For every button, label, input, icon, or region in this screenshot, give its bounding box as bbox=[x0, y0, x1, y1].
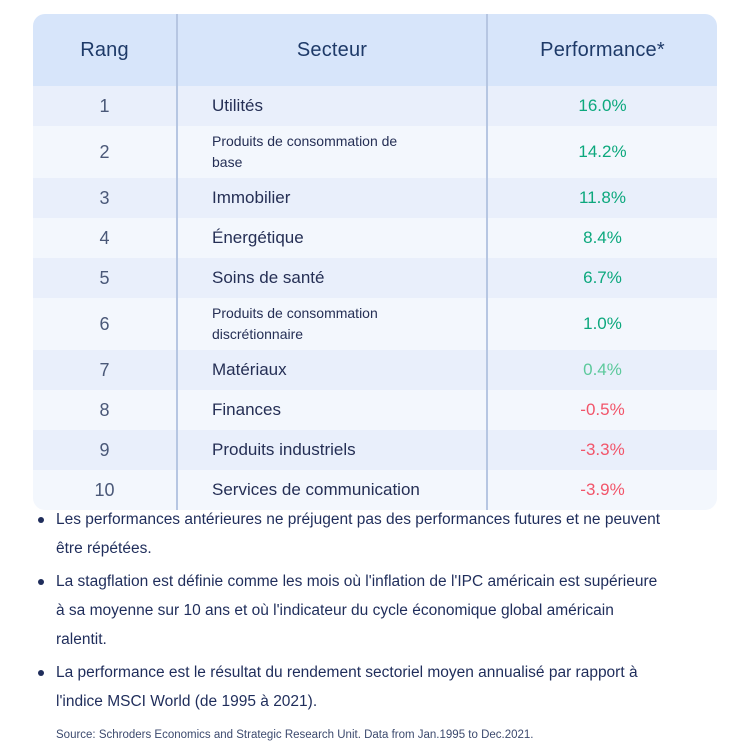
performance-table: Rang Secteur Performance* 1 Utilités 16.… bbox=[33, 14, 717, 510]
note-text: La performance est le résultat du rendem… bbox=[56, 664, 638, 711]
rank-cell: 10 bbox=[94, 479, 115, 500]
table-row: 6 Produits de consommation discrétionnai… bbox=[33, 298, 717, 350]
bullet-icon bbox=[38, 517, 44, 523]
sector-cell: Produits de consommation discrétionnaire bbox=[176, 298, 486, 350]
rank-cell: 1 bbox=[99, 95, 110, 116]
table-row: 3 Immobilier 11.8% bbox=[33, 178, 717, 218]
table-row: 7 Matériaux 0.4% bbox=[33, 350, 717, 390]
performance-cell: 11.8% bbox=[486, 178, 717, 218]
table-row: 8 Finances -0.5% bbox=[33, 390, 717, 430]
sector-cell: Produits industriels bbox=[176, 430, 486, 470]
performance-cell: -3.9% bbox=[486, 470, 717, 510]
rank-cell: 5 bbox=[99, 267, 110, 288]
table-row: 9 Produits industriels -3.3% bbox=[33, 430, 717, 470]
rank-cell: 2 bbox=[99, 141, 110, 162]
sector-cell: Utilités bbox=[176, 86, 486, 126]
footnotes: Les performances antérieures ne préjugen… bbox=[38, 506, 730, 741]
sector-cell: Énergétique bbox=[176, 218, 486, 258]
header-cell-performance: Performance* bbox=[486, 14, 717, 86]
source-text: Source: Schroders Economics and Strategi… bbox=[56, 728, 534, 741]
header-cell-rang: Rang bbox=[80, 38, 129, 61]
bullet-icon bbox=[38, 670, 44, 677]
note-item: La performance est le résultat du rendem… bbox=[38, 659, 730, 716]
table-row: 4 Énergétique 8.4% bbox=[33, 218, 717, 258]
note-item: Les performances antérieures ne préjugen… bbox=[38, 506, 730, 563]
note-text: Les performances antérieures ne préjugen… bbox=[56, 511, 661, 557]
note-item: La stagflation est définie comme les moi… bbox=[38, 568, 730, 654]
table-body: 1 Utilités 16.0% 2 Produits de consommat… bbox=[33, 86, 717, 510]
sector-cell: Finances bbox=[176, 390, 486, 430]
performance-cell: 6.7% bbox=[486, 258, 717, 298]
performance-cell: -0.5% bbox=[486, 390, 717, 430]
rank-cell: 8 bbox=[99, 399, 110, 420]
table-row: 1 Utilités 16.0% bbox=[33, 86, 717, 126]
bullet-icon bbox=[38, 579, 44, 586]
rank-cell: 7 bbox=[99, 359, 110, 380]
sector-cell: Soins de santé bbox=[176, 258, 486, 298]
performance-cell: 8.4% bbox=[486, 218, 717, 258]
sector-cell: Immobilier bbox=[176, 178, 486, 218]
sector-cell: Services de communication bbox=[176, 470, 486, 510]
rank-cell: 9 bbox=[99, 439, 110, 460]
performance-cell: 1.0% bbox=[486, 298, 717, 350]
performance-cell: -3.3% bbox=[486, 430, 717, 470]
table-row: 10 Services de communication -3.9% bbox=[33, 470, 717, 510]
rank-cell: 4 bbox=[99, 227, 110, 248]
table-row: 2 Produits de consommation de base 14.2% bbox=[33, 126, 717, 178]
performance-cell: 0.4% bbox=[486, 350, 717, 390]
table-header: Rang Secteur Performance* bbox=[33, 14, 717, 86]
performance-cell: 14.2% bbox=[486, 126, 717, 178]
table-row: 5 Soins de santé 6.7% bbox=[33, 258, 717, 298]
note-text: La stagflation est définie comme les moi… bbox=[56, 573, 658, 648]
sector-cell: Matériaux bbox=[176, 350, 486, 390]
performance-cell: 16.0% bbox=[486, 86, 717, 126]
rank-cell: 3 bbox=[99, 187, 110, 208]
rank-cell: 6 bbox=[99, 313, 110, 334]
sector-cell: Produits de consommation de base bbox=[176, 126, 486, 178]
header-cell-secteur: Secteur bbox=[176, 14, 486, 86]
